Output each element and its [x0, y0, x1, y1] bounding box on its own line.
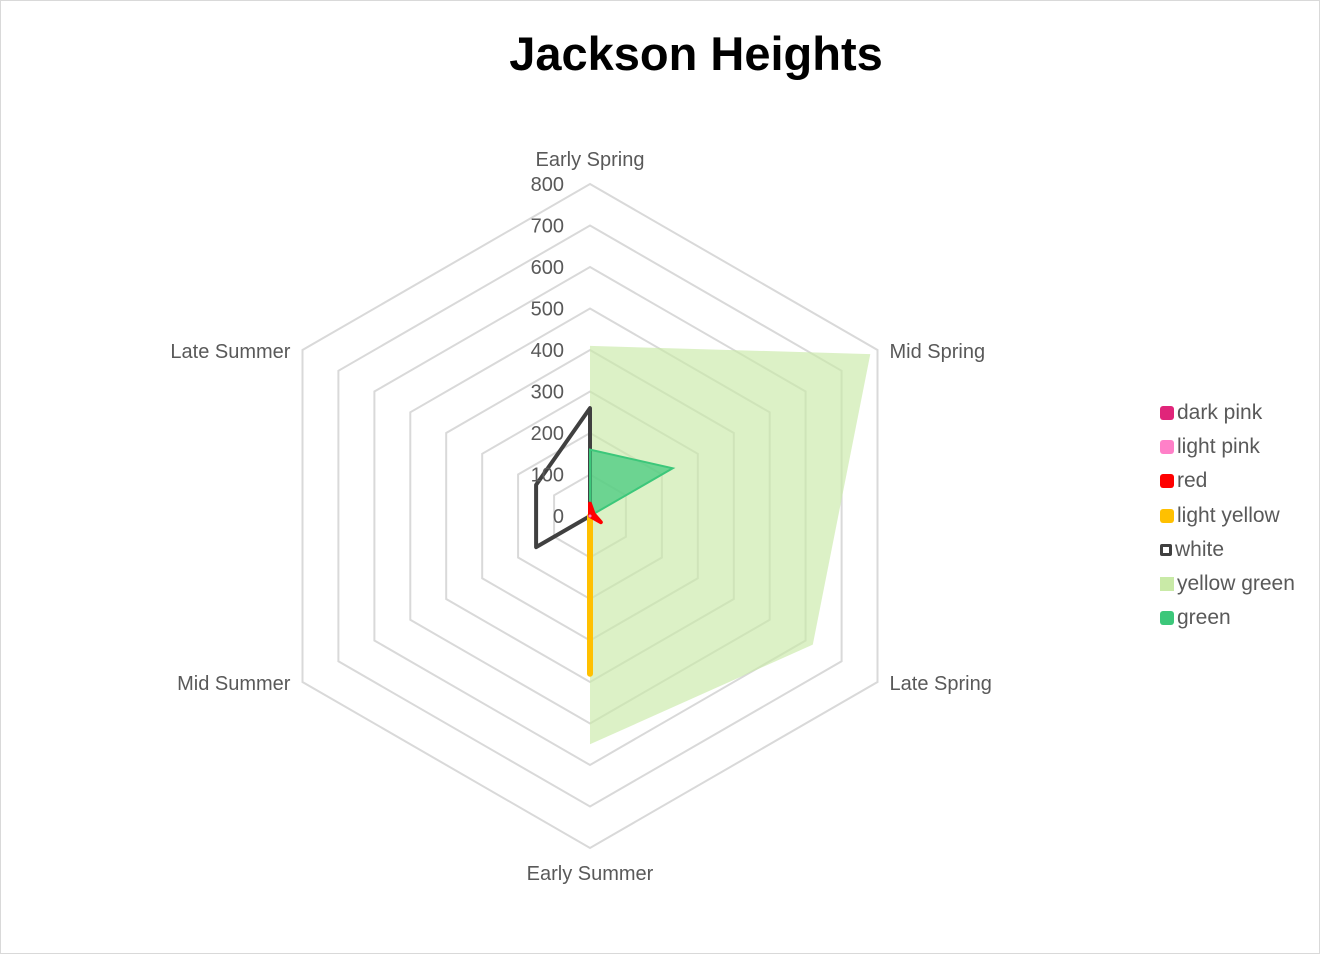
radial-tick-label: 300: [531, 382, 564, 404]
legend-label: light pink: [1177, 435, 1260, 459]
radial-tick-label: 0: [553, 506, 564, 528]
legend-swatch: [1160, 474, 1174, 489]
series-light-pink: [588, 514, 592, 518]
legend-swatch: [1160, 508, 1174, 523]
category-label: Mid Spring: [890, 341, 986, 363]
radial-tick-label: 700: [531, 216, 564, 238]
legend-label: green: [1177, 606, 1231, 630]
series-green: [589, 448, 676, 518]
radial-tick-label: 200: [531, 423, 564, 445]
series-red: [588, 501, 603, 525]
legend-label: white: [1175, 537, 1225, 561]
legend-label: light yellow: [1177, 503, 1280, 527]
category-label: Early Summer: [527, 863, 654, 885]
radar-tick-labels: 0 100 200 300 400 500 600 700 800: [531, 174, 564, 528]
radial-tick-label: 500: [531, 299, 564, 321]
legend-swatch: [1160, 406, 1174, 421]
legend-item: light pink: [1160, 430, 1295, 464]
legend-label: yellow green: [1177, 572, 1295, 596]
radial-tick-label: 400: [531, 340, 564, 362]
legend-swatch: [1160, 577, 1174, 592]
category-label: Mid Summer: [177, 673, 291, 695]
radial-tick-label: 800: [531, 174, 564, 196]
grid-ring: [301, 182, 879, 850]
radar-category-labels: Early Spring Mid Spring Late Spring Early S…: [170, 149, 991, 885]
legend-swatch: [1160, 543, 1172, 556]
legend-item: light yellow: [1160, 499, 1295, 533]
legend-item: yellow green: [1160, 567, 1295, 601]
legend-item: green: [1160, 601, 1295, 635]
legend-label: red: [1177, 469, 1208, 493]
legend-item: dark pink: [1160, 396, 1295, 430]
legend-swatch: [1160, 440, 1174, 455]
category-label: Late Summer: [170, 341, 290, 363]
radial-tick-label: 600: [531, 257, 564, 279]
chart-title: Jackson Heights: [509, 27, 883, 80]
category-label: Early Spring: [536, 149, 645, 171]
legend-swatch: [1160, 611, 1174, 626]
legend-item: white: [1160, 533, 1295, 567]
radar-series: [534, 345, 871, 745]
legend: dark pink light pink red light yellow white y…: [1160, 396, 1295, 635]
series-yellow-green: [590, 345, 871, 745]
radial-tick-label: 100: [531, 465, 564, 487]
category-label: Late Spring: [890, 673, 992, 695]
legend-item: red: [1160, 464, 1295, 498]
legend-label: dark pink: [1177, 401, 1263, 425]
